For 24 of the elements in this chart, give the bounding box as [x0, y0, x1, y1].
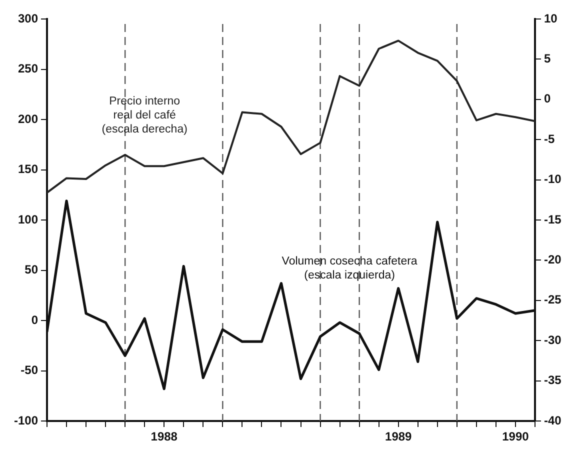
text: Precio interno real del café (escala derecha)	[102, 96, 188, 136]
y-tick-label: -50	[20, 363, 38, 378]
y-tick-label: 50	[24, 262, 38, 277]
y2-tick-label: 0	[544, 92, 551, 106]
y2-tick-label: -40	[544, 413, 562, 428]
y2-tick-label: 10	[544, 11, 558, 26]
y-tick-label: 300	[18, 11, 38, 26]
y2-tick-label: -25	[544, 292, 562, 307]
y-tick-label: 150	[18, 162, 38, 176]
y-tick-label: -100	[14, 413, 38, 428]
x-tick-label: 1989	[385, 430, 412, 444]
y2-tick-label: -10	[544, 172, 562, 186]
y-tick-label: 200	[18, 112, 38, 126]
y-tick-label: 250	[18, 62, 38, 76]
y-tick-label: 100	[18, 212, 38, 226]
y2-tick-label: -35	[544, 373, 562, 388]
y2-tick-label: -30	[544, 332, 562, 347]
y2-tick-label: -15	[544, 212, 562, 226]
x-tick-label: 1988	[150, 430, 178, 444]
y2-tick-label: 5	[544, 52, 551, 66]
y2-tick-label: -20	[544, 252, 562, 267]
y-tick-label: 0	[31, 312, 38, 327]
y2-tick-label: -5	[544, 132, 555, 146]
x-tick-label: 1990	[502, 430, 530, 444]
